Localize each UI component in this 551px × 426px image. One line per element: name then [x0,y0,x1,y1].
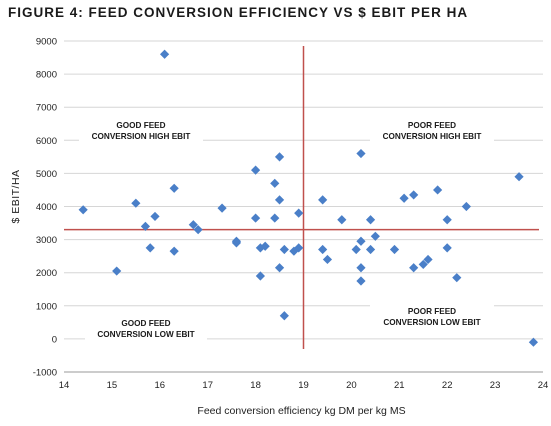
data-point [442,243,452,253]
data-point [112,266,122,276]
data-point [193,225,203,235]
data-point [399,193,409,203]
x-tick-label: 16 [155,380,166,391]
quadrant-label-box [370,301,494,335]
quadrant-label-text: CONVERSION LOW EBIT [383,318,480,327]
reference-lines [64,46,539,349]
data-point [365,244,376,255]
x-tick-label: 20 [346,380,357,391]
data-point [409,263,419,273]
data-point [528,337,539,347]
data-point [514,172,524,182]
quadrant-label-bottom-right: POOR FEED CONVERSION LOW EBIT [370,301,494,335]
data-point [260,241,270,251]
y-tick-labels: -1000 0 1000 2000 3000 4000 5000 6000 7000 8000 90… [33,37,57,379]
data-point [337,215,347,225]
x-tick-label: 23 [490,380,501,391]
y-tick-label: 9000 [36,37,57,48]
figure-title: FIGURE 4: FEED CONVERSION EFFICIENCY VS … [8,5,469,20]
data-point [145,243,155,253]
quadrant-label-top-right: POOR FEED CONVERSION HIGH EBIT [370,115,494,149]
x-axis-label: Feed conversion efficiency kg DM per kg … [197,405,405,417]
quadrant-label-text: GOOD FEED [121,319,170,328]
quadrant-label-box [370,115,494,149]
quadrant-annotations: GOOD FEED CONVERSION HIGH EBIT POOR FEED CO… [79,115,494,347]
quadrant-label-top-left: GOOD FEED CONVERSION HIGH EBIT [79,115,203,149]
x-tick-labels: 14 15 16 17 18 19 20 21 22 23 24 [59,380,549,391]
quadrant-label-text: CONVERSION LOW EBIT [97,330,194,339]
y-tick-label: -1000 [33,368,57,379]
y-tick-label: 8000 [36,70,57,81]
x-tick-label: 24 [538,380,549,391]
quadrant-label-box [79,115,203,149]
data-point [389,244,400,255]
data-point [418,259,428,270]
data-point [274,263,285,273]
data-point [270,213,280,223]
data-point [159,49,170,59]
quadrant-label-text: CONVERSION HIGH EBIT [383,132,482,141]
data-point [188,220,198,230]
x-tick-label: 17 [202,380,213,391]
y-tick-label: 2000 [36,268,57,279]
data-points [78,49,539,347]
data-point [274,195,285,205]
x-tick-label: 22 [442,380,453,391]
quadrant-label-bottom-left: GOOD FEED CONVERSION LOW EBIT [85,313,207,347]
data-point [409,190,419,200]
y-tick-label: 0 [52,334,57,345]
data-point [78,205,88,215]
data-point [351,244,361,255]
x-tick-label: 14 [59,380,70,391]
quadrant-label-text: POOR FEED [408,307,456,316]
data-point [251,165,261,175]
data-point [169,183,179,193]
data-point [356,148,366,159]
data-point [140,221,151,231]
data-point [231,238,242,248]
y-tick-label: 4000 [36,202,57,213]
data-point [131,198,141,208]
data-point [294,243,304,253]
data-point [255,271,265,281]
data-point [423,254,433,265]
y-tick-label: 5000 [36,169,57,180]
y-tick-label: 1000 [36,301,57,312]
data-point [270,178,280,188]
quadrant-label-text: CONVERSION HIGH EBIT [92,132,191,141]
y-tick-label: 7000 [36,103,57,114]
data-point [318,244,328,255]
x-tick-label: 19 [298,380,309,391]
data-point [279,244,289,255]
data-point [370,231,380,241]
data-point [356,276,366,286]
quadrant-label-text: POOR FEED [408,121,456,130]
data-point [442,215,452,225]
data-point [150,211,160,222]
x-tick-label: 21 [394,380,405,391]
quadrant-label-box [85,313,207,347]
data-point [365,215,376,225]
data-point [322,254,333,265]
data-point [217,203,227,213]
data-point [461,201,471,212]
data-point [279,311,289,321]
data-point [356,236,366,246]
data-point [452,273,462,283]
y-tick-label: 3000 [36,235,57,246]
x-tick-label: 15 [107,380,118,391]
y-axis-label: $ EBIT/HA [10,169,22,223]
x-tick-label: 18 [250,380,261,391]
data-point [294,208,304,218]
data-point [169,246,179,256]
data-point [274,152,285,162]
data-point [433,185,443,195]
data-point [356,263,366,273]
data-point [251,213,261,223]
quadrant-label-text: GOOD FEED [116,121,165,130]
data-point [318,195,328,205]
y-tick-label: 6000 [36,136,57,147]
